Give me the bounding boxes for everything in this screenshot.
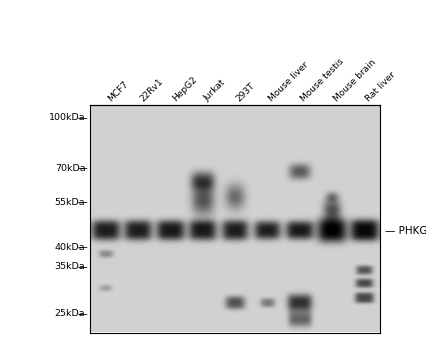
Text: HepG2: HepG2 — [170, 75, 198, 103]
Text: —: — — [78, 163, 87, 173]
Text: Mouse liver: Mouse liver — [267, 60, 310, 103]
Text: Mouse brain: Mouse brain — [331, 58, 376, 103]
Text: Mouse testis: Mouse testis — [299, 57, 345, 103]
Text: —: — — [78, 113, 87, 123]
Text: 35kDa: 35kDa — [55, 262, 85, 271]
Text: 293T: 293T — [234, 81, 256, 103]
Text: —: — — [78, 242, 87, 252]
Text: 22Rv1: 22Rv1 — [138, 77, 164, 103]
Text: Jurkat: Jurkat — [202, 78, 227, 103]
Text: 100kDa: 100kDa — [49, 113, 85, 122]
Text: MCF7: MCF7 — [106, 79, 130, 103]
Text: 40kDa: 40kDa — [55, 243, 85, 252]
Text: 70kDa: 70kDa — [55, 164, 85, 173]
Text: —: — — [78, 309, 87, 319]
Text: Rat liver: Rat liver — [363, 70, 396, 103]
Text: —: — — [78, 262, 87, 272]
Text: —: — — [78, 197, 87, 208]
Text: 25kDa: 25kDa — [55, 309, 85, 318]
Text: 55kDa: 55kDa — [55, 198, 85, 207]
Text: — PHKG2: — PHKG2 — [384, 226, 426, 236]
